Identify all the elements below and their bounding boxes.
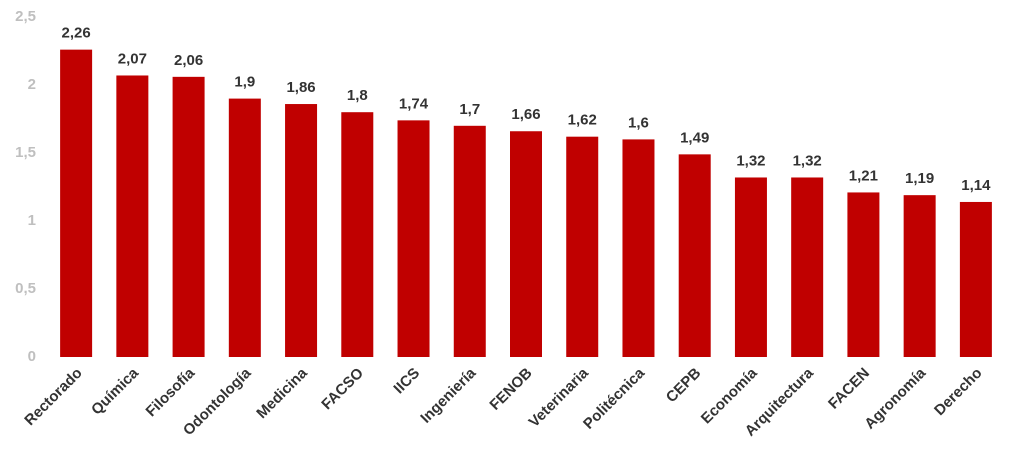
- value-label: 1,21: [849, 167, 878, 184]
- y-tick-label: 0: [28, 348, 36, 365]
- bar: [172, 76, 205, 357]
- bar: [228, 98, 261, 357]
- bar: [847, 192, 880, 357]
- value-label: 1,9: [234, 74, 255, 91]
- value-label: 2,07: [118, 50, 147, 67]
- bar: [116, 75, 149, 357]
- x-tick-label: Ingeniería: [417, 364, 480, 427]
- value-label: 1,74: [399, 95, 429, 112]
- x-tick-label: FENOB: [486, 364, 535, 413]
- y-tick-label: 1: [28, 212, 36, 229]
- bar: [510, 131, 542, 357]
- value-label: 1,49: [680, 129, 709, 146]
- x-tick-label: Agronomía: [861, 364, 929, 432]
- bar: [791, 177, 824, 357]
- bar: [903, 195, 936, 357]
- value-label: 1,14: [961, 177, 991, 194]
- y-tick-label: 0,5: [15, 280, 36, 297]
- value-label: 2,06: [174, 52, 203, 69]
- bar: [341, 112, 374, 357]
- x-tick-label: Medicina: [253, 364, 311, 422]
- value-label: 1,32: [736, 152, 765, 169]
- value-label: 1,62: [568, 112, 597, 129]
- bar: [453, 125, 486, 357]
- x-tick-label: Rectorado: [21, 365, 85, 429]
- x-tick-label: IICS: [391, 365, 424, 398]
- y-tick-label: 1,5: [15, 144, 36, 161]
- bar: [397, 120, 430, 357]
- bar: [678, 154, 711, 357]
- x-tick-label: FACEN: [825, 365, 873, 413]
- y-tick-label: 2,5: [15, 8, 36, 25]
- value-label: 1,7: [459, 101, 480, 118]
- value-label: 1,8: [347, 87, 368, 104]
- x-tick-label: CEPB: [663, 365, 705, 407]
- bar: [959, 201, 992, 357]
- value-label: 1,86: [286, 79, 315, 96]
- value-label: 1,6: [628, 114, 649, 131]
- x-tick-label: Politécnica: [580, 364, 648, 432]
- value-label: 2,26: [62, 25, 91, 42]
- x-tick-label: FACSO: [318, 364, 367, 413]
- y-tick-label: 2: [28, 76, 36, 93]
- bar: [622, 139, 655, 357]
- value-label: 1,32: [793, 152, 822, 169]
- value-label: 1,19: [905, 170, 934, 187]
- bar: [566, 136, 599, 357]
- bar: [285, 104, 318, 357]
- bar: [60, 49, 93, 357]
- x-tick-label: Química: [88, 364, 142, 418]
- bar: [734, 177, 767, 357]
- x-tick-label: Derecho: [931, 365, 985, 419]
- x-tick-label: Filosofía: [143, 364, 199, 420]
- value-label: 1,66: [511, 106, 540, 123]
